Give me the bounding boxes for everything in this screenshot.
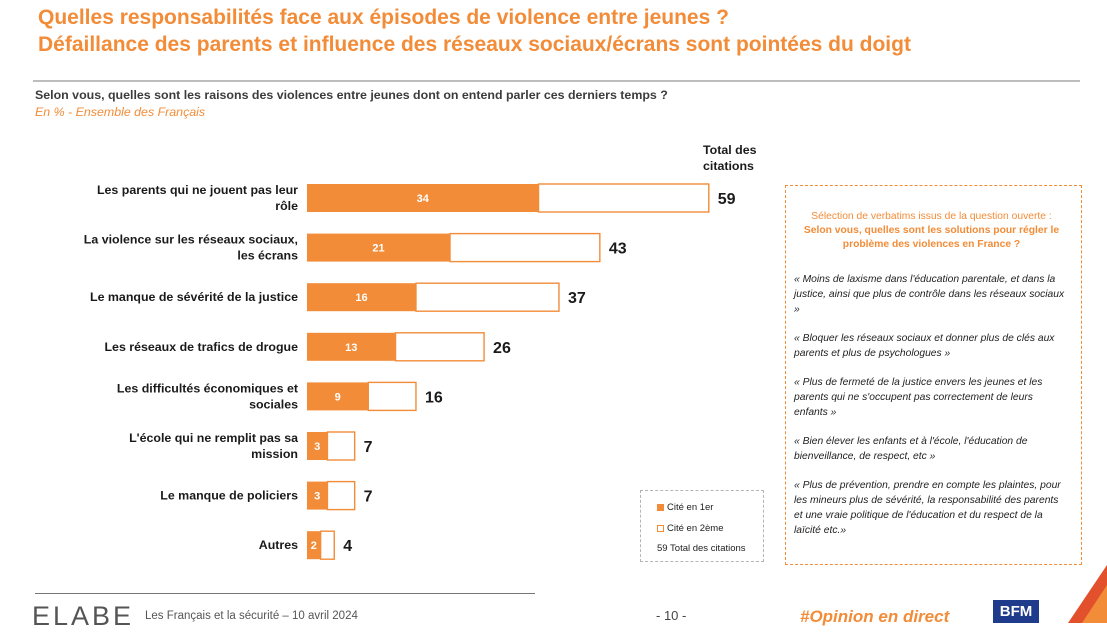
title-line-1: Quelles responsabilités face aux épisode… — [38, 6, 729, 29]
bar-total-label: 7 — [364, 489, 373, 506]
bar-first-mention — [307, 432, 328, 460]
verbatim-quote: « Bloquer les réseaux sociaux et donner … — [794, 333, 1055, 359]
chart-legend: Cité en 1er Cité en 2ème 59 Total des ci… — [640, 490, 764, 562]
legend-item-first: Cité en 1er — [657, 502, 713, 513]
verbatim-question: Selon vous, quelles sont les solutions p… — [803, 225, 1060, 250]
bar-total-label: 26 — [493, 340, 511, 357]
legend-item-second: Cité en 2ème — [657, 523, 724, 534]
bar-second-mention — [326, 431, 356, 461]
bar-value-label: 9 — [335, 391, 341, 403]
total-column-header: Total des citations — [703, 143, 757, 173]
bar-value-label: 16 — [355, 292, 367, 304]
bar-value-label: 21 — [372, 243, 384, 255]
bar-value-label: 34 — [417, 193, 430, 205]
category-label: Le manque de sévérité de la justice — [90, 290, 298, 304]
verbatim-quote: « Moins de laxisme dans l'éducation pare… — [794, 274, 1065, 315]
verbatim-quote: « Plus de prévention, prendre en compte … — [794, 480, 1061, 536]
bar-second-mention — [415, 282, 560, 312]
title-line-2: Défaillance des parents et influence des… — [38, 33, 911, 56]
header-divider — [33, 80, 1080, 82]
bar-value-label: 13 — [345, 342, 357, 354]
bar-total-label: 59 — [718, 191, 736, 208]
bar-first-mention — [307, 481, 328, 510]
bar-second-mention — [394, 332, 485, 362]
bar-first-mention — [307, 382, 369, 411]
category-label: Le manque de policiers — [160, 489, 298, 503]
legend-label-second: Cité en 2ème — [667, 523, 724, 534]
bar-first-mention — [307, 184, 539, 212]
footer-divider — [35, 593, 535, 594]
bar-second-mention — [367, 381, 417, 412]
category-label: Autres — [259, 538, 298, 552]
bar-first-mention — [307, 233, 451, 262]
category-label: Les parents qui ne jouent pas leur rôle — [97, 183, 298, 213]
bar-first-mention — [307, 332, 396, 361]
bar-total-label: 7 — [364, 439, 373, 456]
bar-total-label: 16 — [425, 389, 443, 406]
bar-total-label: 4 — [343, 538, 352, 555]
bar-value-label: 2 — [311, 540, 317, 552]
footer-study-title: Les Français et la sécurité – 10 avril 2… — [145, 610, 358, 622]
page-title: Quelles responsabilités face aux épisode… — [38, 4, 911, 58]
verbatim-panel: Sélection de verbatims issus de la quest… — [785, 185, 1082, 565]
bar-second-mention — [326, 480, 356, 511]
bar-second-mention — [449, 232, 601, 263]
bar-second-mention — [537, 183, 710, 213]
elabe-logo: ELABE — [32, 601, 135, 631]
decorative-corner-shape — [1068, 565, 1107, 623]
hashtag-banner: #Opinion en direct — [800, 607, 950, 626]
bar-total-label: 43 — [609, 241, 627, 258]
legend-label-total: 59 Total des citations — [657, 543, 746, 554]
legend-item-total: 59 Total des citations — [657, 543, 746, 554]
bar-value-label: 3 — [314, 491, 320, 503]
category-label: Les réseaux de trafics de drogue — [104, 340, 298, 354]
category-label: La violence sur les réseaux sociaux, les … — [84, 233, 298, 263]
bar-first-mention — [307, 283, 416, 312]
bar-value-label: 3 — [314, 441, 320, 453]
category-label: Les difficultés économiques et sociales — [117, 381, 298, 411]
page-number: - 10 - — [656, 608, 687, 623]
verbatim-intro: Sélection de verbatims issus de la quest… — [811, 211, 1052, 222]
legend-label-first: Cité en 1er — [667, 502, 714, 513]
bfm-logo: BFM — [993, 600, 1039, 623]
survey-question: Selon vous, quelles sont les raisons des… — [35, 88, 668, 102]
bar-first-mention — [307, 531, 321, 560]
bar-total-label: 37 — [568, 290, 586, 307]
verbatim-quote: « Bien élever les enfants et à l'école, … — [794, 436, 1028, 462]
verbatim-quote: « Plus de fermeté de la justice envers l… — [794, 377, 1043, 418]
legend-swatch-second — [657, 525, 664, 532]
legend-swatch-first — [657, 504, 664, 511]
category-label: L'école qui ne remplit pas sa mission — [129, 431, 298, 461]
bar-second-mention — [319, 530, 335, 560]
survey-base: En % - Ensemble des Français — [35, 105, 206, 119]
